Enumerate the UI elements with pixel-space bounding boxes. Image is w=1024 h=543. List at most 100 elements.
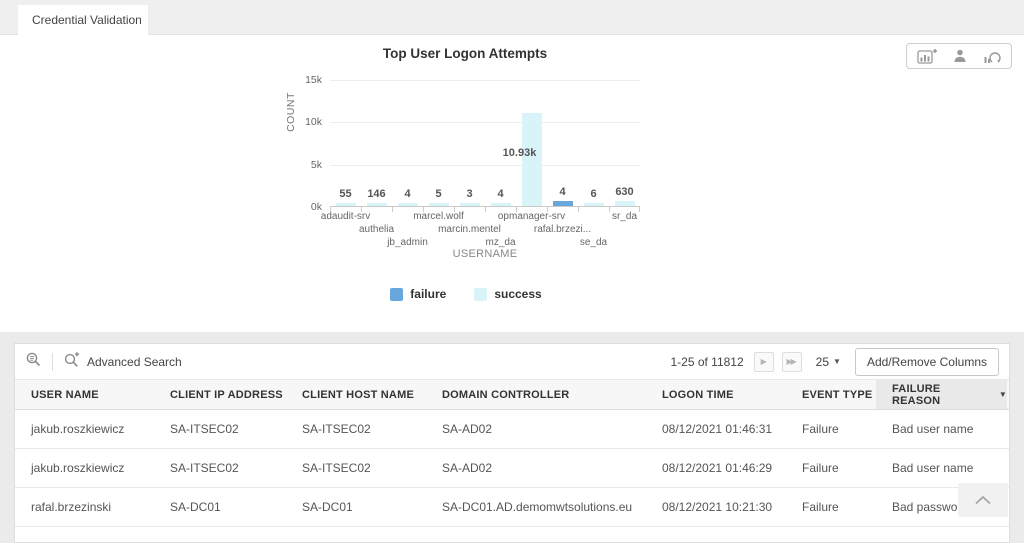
- table-row[interactable]: rafal.brzezinski SA-DC01 SA-DC01 SA-DC01.AD…: [15, 488, 1009, 527]
- advanced-search-icon[interactable]: [63, 351, 80, 373]
- x-category-label: authelia: [358, 224, 395, 235]
- table-cell: jakub.roszkiewicz: [31, 461, 125, 475]
- add-chart-icon[interactable]: [917, 48, 937, 64]
- toolbar-right-group: 1-25 of 11812 ▶ ▶▶ 25 ▼ Add/Remove Colum…: [670, 347, 999, 376]
- table-cell: SA-DC01: [302, 500, 353, 514]
- table-cell: Failure: [802, 461, 839, 475]
- bar-value-label: 4: [497, 188, 504, 200]
- x-category-label: opmanager-srv: [497, 211, 566, 222]
- table-cell: Failure: [802, 422, 839, 436]
- x-tick: [361, 207, 362, 212]
- bar-value-label: 146: [367, 188, 386, 200]
- column-header-logon-time[interactable]: LOGON TIME: [662, 388, 734, 401]
- table-cell: Failure: [802, 500, 839, 514]
- advanced-search-label[interactable]: Advanced Search: [87, 354, 182, 369]
- table-cell: SA-DC01.AD.demomwtsolutions.eu: [442, 500, 633, 514]
- x-category-label: sr_da: [611, 211, 637, 222]
- scroll-to-top-button[interactable]: [958, 483, 1008, 517]
- bar-success[interactable]: [490, 203, 511, 206]
- events-table-panel: Advanced Search 1-25 of 11812 ▶ ▶▶ 25 ▼ …: [14, 343, 1010, 543]
- legend-item-success[interactable]: success: [474, 287, 542, 301]
- table-cell: 08/12/2021 10:21:30: [662, 500, 773, 514]
- legend-label: success: [494, 287, 542, 301]
- bar-value-label: 4: [559, 186, 566, 198]
- table-cell: SA-ITSEC02: [302, 422, 371, 436]
- x-tick: [330, 207, 331, 212]
- table-cell: 08/12/2021 01:46:29: [662, 461, 773, 475]
- column-header-user-name[interactable]: USER NAME: [31, 388, 99, 401]
- table-cell: SA-AD02: [442, 461, 493, 475]
- bar-success[interactable]: [397, 203, 418, 206]
- tab-credential-validation[interactable]: Credential Validation: [18, 5, 148, 36]
- page-size-dropdown[interactable]: 25 ▼: [816, 355, 841, 369]
- x-tick: [423, 207, 424, 212]
- x-category-label: mz_da: [485, 237, 516, 248]
- x-tick: [547, 207, 548, 212]
- legend-label: failure: [410, 287, 447, 301]
- legend-item-failure[interactable]: failure: [390, 287, 446, 301]
- search-columns-icon[interactable]: [25, 351, 42, 373]
- x-tick: [578, 207, 579, 212]
- bar-value-label: 10.93k: [502, 147, 537, 159]
- column-header-failure-reason[interactable]: FAILURE REASON ▼: [876, 380, 1007, 409]
- bar-failure[interactable]: [552, 201, 573, 206]
- gridline: [330, 122, 640, 124]
- bar-success[interactable]: [428, 203, 449, 206]
- column-header-domain-controller[interactable]: DOMAIN CONTROLLER: [442, 388, 570, 401]
- x-category-label: jb_admin: [387, 237, 428, 248]
- bar-value-label: 4: [404, 188, 411, 200]
- table-header-row: USER NAME CLIENT IP ADDRESS CLIENT HOST NA…: [15, 379, 1009, 410]
- add-remove-columns-button[interactable]: Add/Remove Columns: [854, 347, 999, 376]
- x-tick: [485, 207, 486, 212]
- x-tick: [639, 207, 640, 212]
- column-header-event-type[interactable]: EVENT TYPE: [802, 388, 873, 401]
- bar-success[interactable]: [583, 203, 604, 206]
- page-size-value: 25: [815, 354, 830, 369]
- x-tick: [454, 207, 455, 212]
- gridline: [330, 80, 640, 81]
- table-cell: SA-ITSEC02: [170, 422, 239, 436]
- sort-desc-icon: ▼: [998, 390, 1007, 399]
- bar-success[interactable]: [459, 203, 480, 206]
- bar-value-label: 5: [435, 188, 442, 200]
- y-tick-label: 5k: [310, 158, 322, 171]
- next-page-icon[interactable]: ▶: [753, 351, 774, 372]
- y-tick-label: 10k: [305, 116, 322, 129]
- x-category-label: adaudit-srv: [320, 211, 371, 222]
- bar-value-label: 3: [466, 188, 473, 200]
- bar-chart-plot-area: COUNT 0k 5k 10k 15k 55 adaudit-srv 146 authelia…: [285, 74, 640, 248]
- bar-success[interactable]: [335, 203, 356, 206]
- bar-value-label: 55: [339, 188, 352, 200]
- bar-success[interactable]: [366, 203, 387, 206]
- table-body: jakub.roszkiewicz SA-ITSEC02 SA-ITSEC02 SA-…: [15, 410, 1009, 527]
- x-axis-title: USERNAME: [452, 248, 518, 260]
- table-cell: jakub.roszkiewicz: [31, 422, 125, 436]
- x-category-label: rafal.brzezi...: [533, 224, 592, 235]
- chart-panel: Top User Logon Attempts: [0, 35, 1024, 332]
- chart-legend: failure success: [0, 287, 932, 301]
- x-category-label: se_da: [579, 237, 608, 248]
- chevron-up-icon: [975, 495, 991, 505]
- refresh-chart-icon[interactable]: [983, 48, 1001, 64]
- table-cell: Bad password: [892, 500, 969, 514]
- table-row[interactable]: jakub.roszkiewicz SA-ITSEC02 SA-ITSEC02 SA-…: [15, 410, 1009, 449]
- bar-value-label: 6: [590, 188, 597, 200]
- y-axis-title: COUNT: [285, 92, 297, 132]
- bar-success[interactable]: [521, 113, 542, 206]
- last-page-icon[interactable]: ▶▶: [781, 351, 802, 372]
- table-cell: SA-ITSEC02: [170, 461, 239, 475]
- table-cell: Bad user name: [892, 461, 974, 475]
- chart-title: Top User Logon Attempts: [382, 46, 548, 61]
- table-cell: SA-ITSEC02: [302, 461, 371, 475]
- x-category-label: marcin.mentel: [438, 224, 501, 235]
- bar-value-label: 630: [615, 186, 634, 198]
- column-header-client-ip-address[interactable]: CLIENT IP ADDRESS: [170, 388, 283, 401]
- toolbar-divider: [52, 352, 53, 371]
- x-tick: [392, 207, 393, 212]
- pagination-range: 1-25 of 11812: [670, 354, 744, 369]
- column-header-client-host-name[interactable]: CLIENT HOST NAME: [302, 388, 414, 401]
- table-row[interactable]: jakub.roszkiewicz SA-ITSEC02 SA-ITSEC02 SA-…: [15, 449, 1009, 488]
- bar-success[interactable]: [614, 201, 635, 206]
- user-report-icon[interactable]: [952, 48, 968, 64]
- table-toolbar: Advanced Search 1-25 of 11812 ▶ ▶▶ 25 ▼ …: [15, 344, 1009, 379]
